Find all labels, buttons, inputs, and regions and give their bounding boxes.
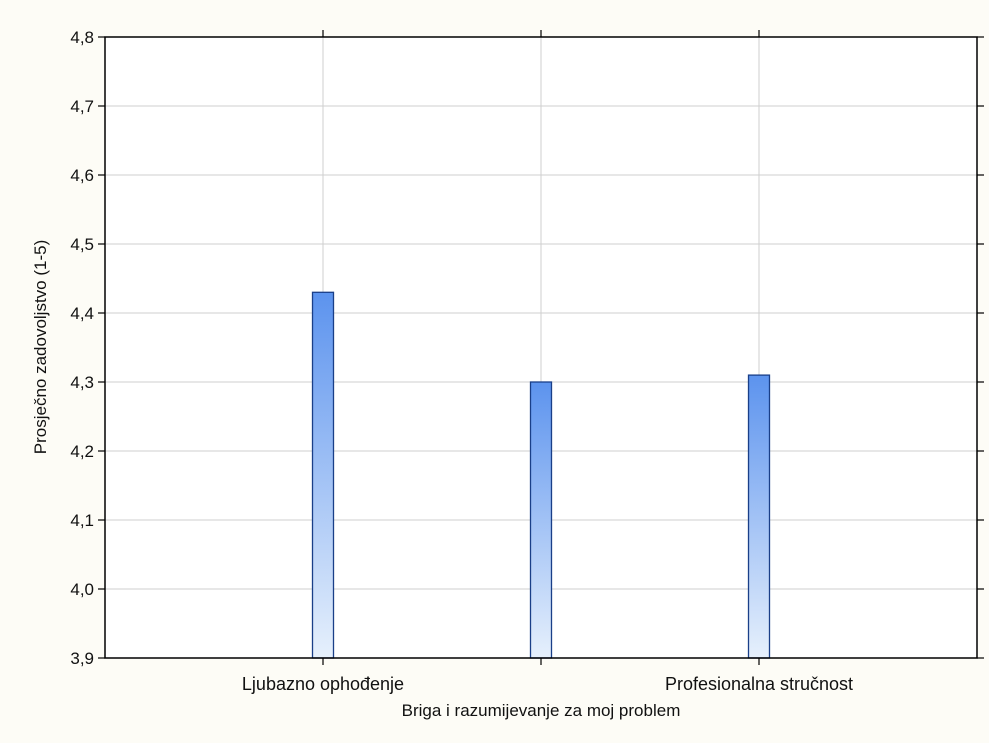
- bar: [311, 291, 335, 659]
- bar: [747, 374, 771, 659]
- x-tick-label: Profesionalna stručnost: [665, 674, 853, 694]
- y-tick-label: 4,1: [70, 511, 94, 530]
- y-tick-label: 4,8: [70, 28, 94, 47]
- y-tick-label: 3,9: [70, 649, 94, 668]
- y-ticks: [98, 36, 984, 659]
- y-tick-label: 4,7: [70, 97, 94, 116]
- x-axis-title: Briga i razumijevanje za moj problem: [402, 701, 681, 720]
- y-tick-label: 4,5: [70, 235, 94, 254]
- y-axis-title: Prosječno zadovoljstvo (1-5): [31, 240, 50, 454]
- y-tick-label: 4,2: [70, 442, 94, 461]
- y-tick-label: 4,6: [70, 166, 94, 185]
- bar: [529, 381, 553, 659]
- labels: 3,9 4,0 4,1 4,2 4,3 4,4 4,5 4,6 4,7 4,8 Ljubazno o…: [70, 28, 853, 694]
- x-tick-label: Ljubazno ophođenje: [242, 674, 404, 694]
- y-tick-label: 4,3: [70, 373, 94, 392]
- x-ticks: [322, 30, 760, 665]
- y-tick-label: 4,4: [70, 304, 94, 323]
- y-tick-label: 4,0: [70, 580, 94, 599]
